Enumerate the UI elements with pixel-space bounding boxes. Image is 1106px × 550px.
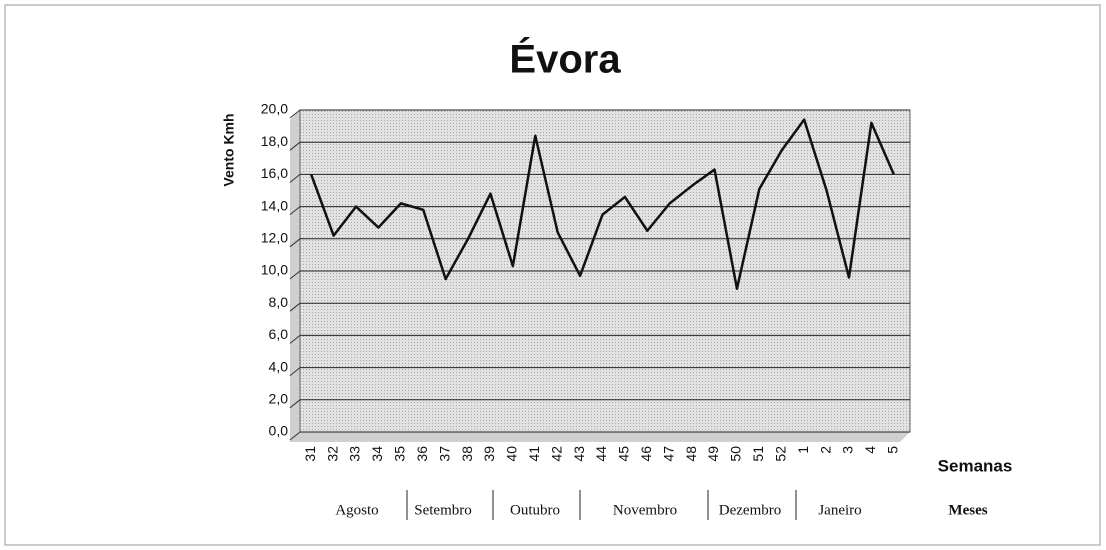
month-label: Janeiro (818, 502, 861, 518)
x-tick-label: 2 (817, 446, 833, 454)
y-tick (289, 109, 301, 119)
months-title: Meses (948, 502, 987, 518)
y-tick-label: 20,0 (261, 101, 288, 117)
x-tick-label: 49 (705, 446, 721, 462)
x-tick-label: 4 (862, 446, 878, 454)
y-tick (289, 238, 301, 248)
y-axis-title: Vento Kmh (221, 113, 237, 186)
y-tick-label: 4,0 (269, 358, 289, 374)
x-tick-label: 42 (548, 446, 564, 462)
x-tick-label: 31 (302, 446, 318, 462)
x-axis-title: Semanas (938, 456, 1013, 475)
x-tick-label: 47 (660, 446, 676, 462)
y-tick-label: 0,0 (269, 423, 289, 439)
x-tick-label: 40 (504, 446, 520, 462)
y-tick-label: 16,0 (261, 165, 288, 181)
y-tick-label: 14,0 (261, 197, 288, 213)
y-tick-label: 8,0 (269, 294, 289, 310)
frame (4, 4, 1101, 546)
x-tick-label: 39 (481, 446, 497, 462)
x-tick-label: 1 (795, 446, 811, 454)
y-tick-label: 6,0 (269, 326, 289, 342)
x-tick-label: 46 (638, 446, 654, 462)
line-series (310, 118, 895, 290)
y-tick (289, 174, 301, 183)
y-tick (289, 431, 301, 441)
month-label: Novembro (613, 502, 677, 518)
y-tick (289, 141, 301, 151)
y-tick (289, 399, 301, 409)
y-tick (289, 206, 301, 215)
x-tick-label: 50 (728, 446, 744, 462)
chart-title: Évora (509, 37, 621, 82)
x-tick-label: 52 (772, 446, 788, 462)
x-tick-label: 41 (526, 446, 542, 462)
y-tick-label: 2,0 (269, 391, 289, 407)
x-tick-label: 34 (369, 446, 385, 462)
month-label: Setembro (414, 502, 472, 518)
y-tick-label: 18,0 (261, 133, 288, 149)
x-tick-label: 36 (414, 446, 430, 462)
x-tick-label: 35 (392, 446, 408, 462)
x-tick-label: 45 (616, 446, 632, 462)
x-tick-label: 44 (593, 446, 609, 462)
x-tick-label: 37 (436, 446, 452, 462)
y-tick (289, 302, 301, 312)
x-tick-label: 51 (750, 446, 766, 462)
x-tick-label: 48 (683, 446, 699, 462)
x-tick-label: 32 (324, 446, 340, 462)
x-tick-label: 33 (347, 446, 363, 462)
y-tick-label: 10,0 (261, 262, 288, 278)
month-label: Dezembro (719, 502, 781, 518)
month-label: Outubro (510, 502, 560, 518)
y-tick (289, 335, 301, 344)
x-tick-label: 3 (840, 446, 856, 454)
month-label: Agosto (335, 502, 378, 518)
x-tick-label: 38 (459, 446, 475, 462)
x-tick-label: 5 (884, 446, 900, 454)
y-tick-label: 12,0 (261, 230, 288, 246)
x-tick-label: 43 (571, 446, 587, 462)
y-tick (289, 270, 301, 280)
y-tick (289, 367, 301, 376)
